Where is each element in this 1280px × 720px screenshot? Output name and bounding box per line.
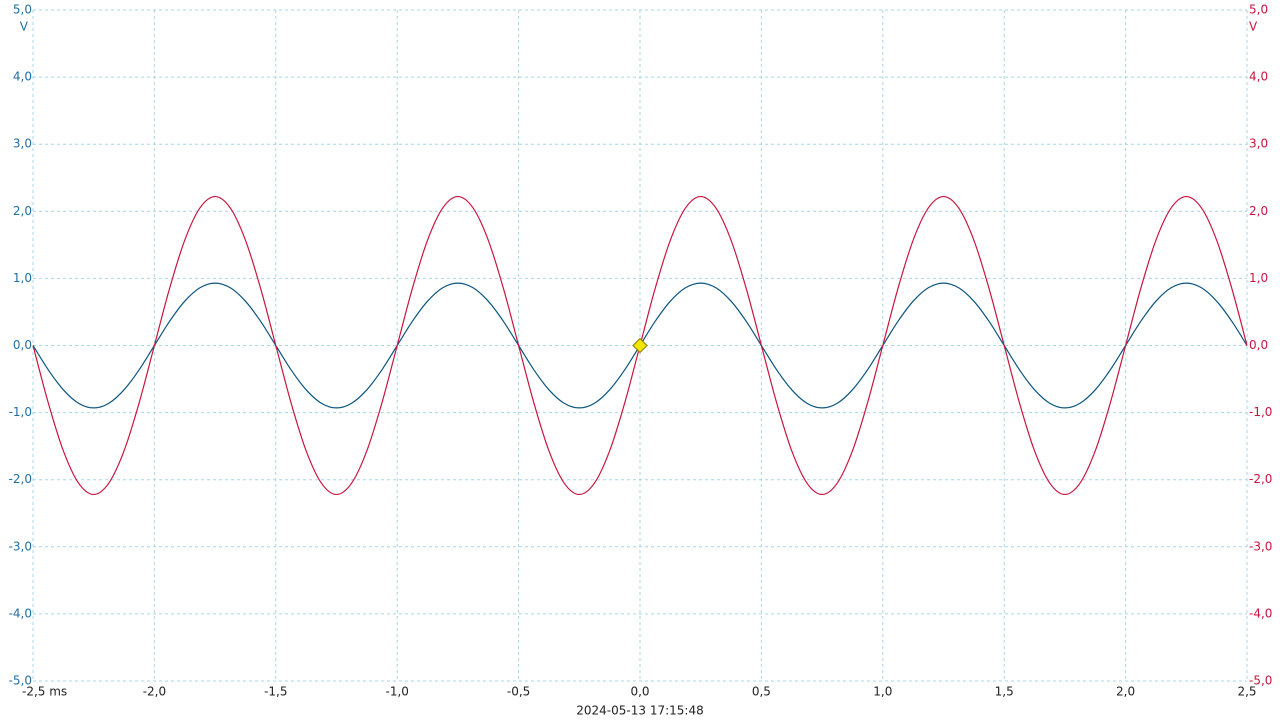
y-tick-label: 2,0 (13, 204, 32, 218)
y-tick-label: -3,0 (9, 539, 32, 553)
x-tick-label: -2,5 ms (22, 685, 67, 699)
y-tick-label: 4,0 (13, 70, 32, 84)
y2-tick-label: -4,0 (1249, 606, 1272, 620)
x-tick-label: -1,0 (385, 685, 408, 699)
trigger-marker (632, 337, 648, 354)
y-tick-label: -4,0 (9, 606, 32, 620)
y-tick-label: -1,0 (9, 405, 32, 419)
x-tick-label: 2,5 (1237, 685, 1256, 699)
y2-tick-label: 3,0 (1249, 137, 1268, 151)
x-tick-label: -2,0 (143, 685, 166, 699)
y2-unit: V (1249, 20, 1258, 34)
x-tick-label: 0,5 (752, 685, 771, 699)
y2-tick-label: -3,0 (1249, 539, 1272, 553)
y-tick-label: 3,0 (13, 137, 32, 151)
y2-tick-label: 1,0 (1249, 271, 1268, 285)
x-tick-label: 1,0 (873, 685, 892, 699)
x-tick-label: 0,0 (630, 685, 649, 699)
y-tick-label: -5,0 (9, 674, 32, 688)
timestamp: 2024-05-13 17:15:48 (576, 704, 703, 718)
y-tick-label: 5,0 (13, 3, 32, 17)
y2-tick-label: -5,0 (1249, 674, 1272, 688)
x-tick-label: 2,0 (1116, 685, 1135, 699)
y-tick-label: 0,0 (13, 338, 32, 352)
y2-tick-label: 0,0 (1249, 338, 1268, 352)
y2-tick-label: 2,0 (1249, 204, 1268, 218)
x-tick-label: 1,5 (995, 685, 1014, 699)
x-tick-label: -1,5 (264, 685, 287, 699)
y2-tick-label: 4,0 (1249, 70, 1268, 84)
y2-tick-label: -2,0 (1249, 472, 1272, 486)
x-tick-label: -0,5 (507, 685, 530, 699)
y-tick-label: 1,0 (13, 271, 32, 285)
y2-tick-label: -1,0 (1249, 405, 1272, 419)
y-tick-label: -2,0 (9, 472, 32, 486)
y2-tick-label: 5,0 (1249, 3, 1268, 17)
y-unit: V (20, 20, 29, 34)
